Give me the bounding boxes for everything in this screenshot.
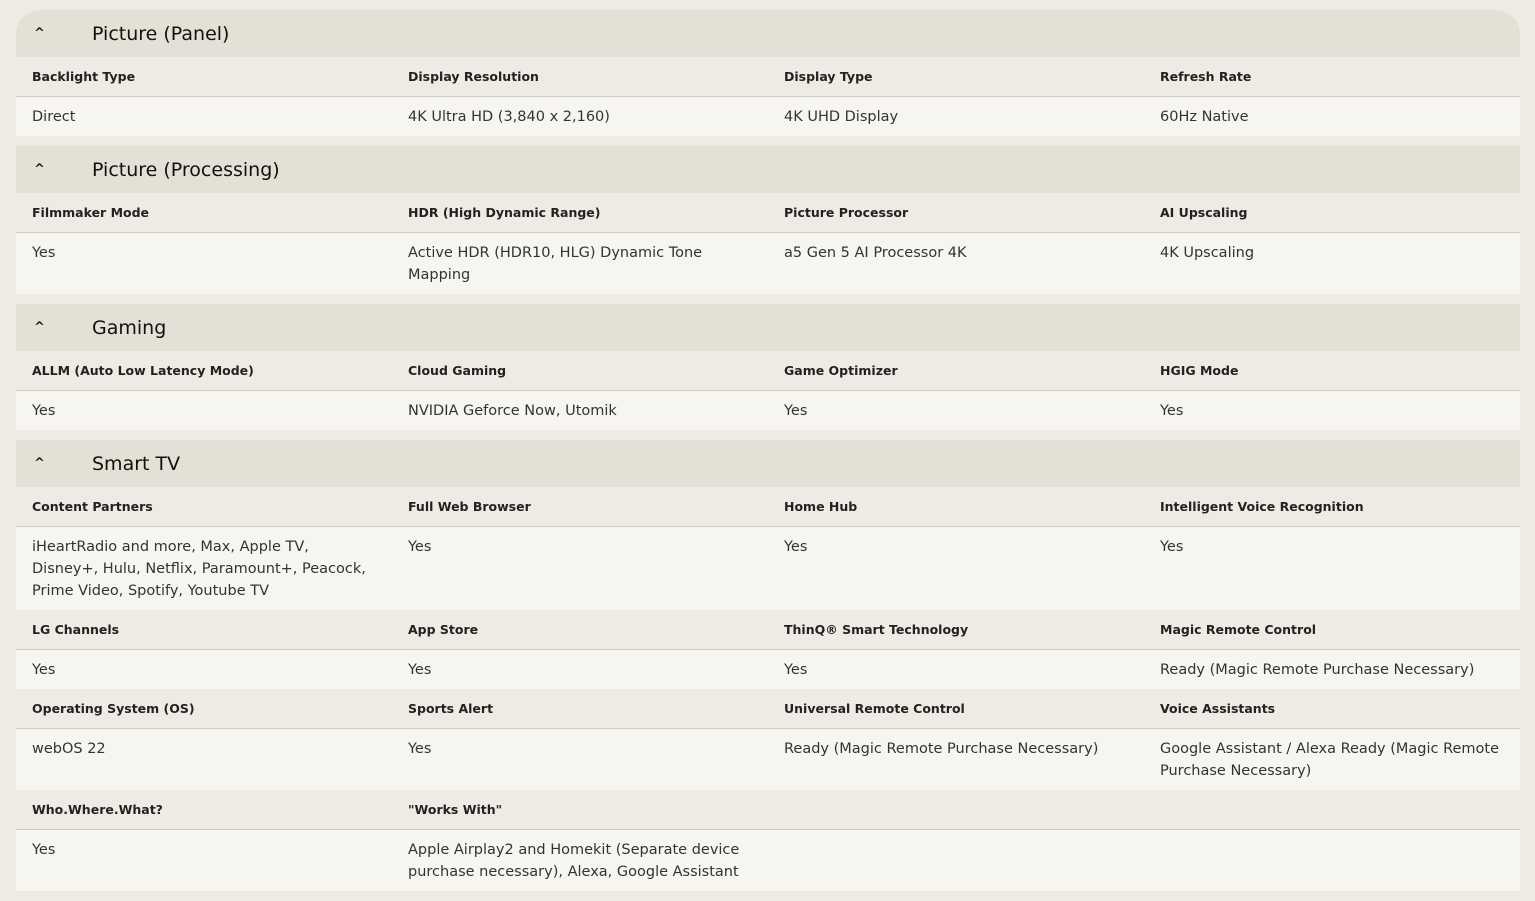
spec-value <box>768 839 1144 883</box>
spec-label-row: LG Channels App Store ThinQ® Smart Technol… <box>16 610 1520 650</box>
spec-value <box>1144 839 1520 883</box>
spec-label-row: Content Partners Full Web Browser Home Hub… <box>16 487 1520 527</box>
spec-value: Yes <box>408 662 432 678</box>
spec-value: Google Assistant / Alexa Ready (Magic Re… <box>1160 741 1500 779</box>
spec-value-row: Yes NVIDIA Geforce Now, Utomik Yes Yes <box>16 391 1520 430</box>
spec-label: Refresh Rate <box>1160 69 1252 84</box>
spec-value: 4K Ultra HD (3,840 x 2,160) <box>408 109 610 125</box>
spec-label: ThinQ® Smart Technology <box>784 622 969 637</box>
spec-value-row: Direct 4K Ultra HD (3,840 x 2,160) 4K UHD … <box>16 97 1520 136</box>
spec-value: Yes <box>32 662 56 678</box>
spec-label: Backlight Type <box>32 69 136 84</box>
spec-label: Content Partners <box>32 499 153 514</box>
spec-value-row: Yes Apple Airplay2 and Homekit (Separate … <box>16 830 1520 891</box>
chevron-up-icon: ^ <box>34 320 45 335</box>
spec-section: ^ Picture (Processing) Filmmaker Mode HDR … <box>16 146 1520 294</box>
spec-value: iHeartRadio and more, Max, Apple TV, Dis… <box>32 539 366 599</box>
section-header-toggle[interactable]: ^ Picture (Panel) <box>16 10 1520 57</box>
section-header-toggle[interactable]: ^ Gaming <box>16 304 1520 351</box>
section-header-toggle[interactable]: ^ Picture (Processing) <box>16 146 1520 193</box>
spec-value: Yes <box>784 662 808 678</box>
section-header-toggle[interactable]: ^ Smart TV <box>16 440 1520 487</box>
spec-value: Yes <box>784 539 808 555</box>
spec-value: Yes <box>32 403 56 419</box>
chevron-up-icon: ^ <box>34 162 45 177</box>
spec-label: HGIG Mode <box>1160 363 1239 378</box>
spec-label: ALLM (Auto Low Latency Mode) <box>32 363 254 378</box>
section-title: Picture (Processing) <box>92 158 280 181</box>
spec-section: ^ Smart TV Content Partners Full Web Brows… <box>16 440 1520 891</box>
spec-label-row: Filmmaker Mode HDR (High Dynamic Range) Pi… <box>16 193 1520 233</box>
spec-value: Apple Airplay2 and Homekit (Separate dev… <box>408 842 740 880</box>
spec-value: 60Hz Native <box>1160 109 1249 125</box>
spec-label: App Store <box>408 622 479 637</box>
spec-value-row: webOS 22 Yes Ready (Magic Remote Purchase … <box>16 729 1520 790</box>
spec-label: Home Hub <box>784 499 858 514</box>
spec-value: Yes <box>32 842 56 858</box>
spec-value: Yes <box>784 403 808 419</box>
spec-label: LG Channels <box>32 622 120 637</box>
spec-label: Universal Remote Control <box>784 701 965 716</box>
spec-label: HDR (High Dynamic Range) <box>408 205 601 220</box>
spec-label: Filmmaker Mode <box>32 205 150 220</box>
spec-value: Yes <box>408 741 432 757</box>
spec-label: Display Resolution <box>408 69 539 84</box>
section-title: Gaming <box>92 316 167 339</box>
spec-value: Yes <box>1160 539 1184 555</box>
spec-section: ^ Gaming ALLM (Auto Low Latency Mode) Clou… <box>16 304 1520 430</box>
spec-list: ^ Picture (Panel) Backlight Type Display R… <box>16 10 1520 901</box>
spec-label-row: Operating System (OS) Sports Alert Univers… <box>16 689 1520 729</box>
spec-value: Ready (Magic Remote Purchase Necessary) <box>784 741 1099 757</box>
spec-label-row: ALLM (Auto Low Latency Mode) Cloud Gaming… <box>16 351 1520 391</box>
chevron-up-icon: ^ <box>34 456 45 471</box>
spec-label-row: Backlight Type Display Resolution Display … <box>16 57 1520 97</box>
spec-label: Intelligent Voice Recognition <box>1160 499 1364 514</box>
spec-label-row: Who.Where.What? "Works With" <box>16 790 1520 830</box>
spec-label: Display Type <box>784 69 873 84</box>
spec-value: 4K Upscaling <box>1160 245 1255 261</box>
spec-section: ^ Picture (Panel) Backlight Type Display R… <box>16 10 1520 136</box>
spec-value: Yes <box>408 539 432 555</box>
spec-value-row: Yes Active HDR (HDR10, HLG) Dynamic Tone … <box>16 233 1520 294</box>
spec-value: Yes <box>1160 403 1184 419</box>
spec-value: NVIDIA Geforce Now, Utomik <box>408 403 617 419</box>
spec-value: 4K UHD Display <box>784 109 899 125</box>
spec-label: AI Upscaling <box>1160 205 1248 220</box>
spec-value-row: iHeartRadio and more, Max, Apple TV, Dis… <box>16 527 1520 610</box>
spec-value: Direct <box>32 109 76 125</box>
spec-label: Picture Processor <box>784 205 909 220</box>
spec-label: Cloud Gaming <box>408 363 507 378</box>
spec-value: Yes <box>32 245 56 261</box>
spec-label: Voice Assistants <box>1160 701 1276 716</box>
spec-value: a5 Gen 5 AI Processor 4K <box>784 245 967 261</box>
spec-value-row: Yes Yes Yes Ready (Magic Remote Purchase Ne… <box>16 650 1520 689</box>
spec-label: Operating System (OS) <box>32 701 195 716</box>
section-title: Smart TV <box>92 452 181 475</box>
spec-label: Who.Where.What? <box>32 802 163 817</box>
section-title: Picture (Panel) <box>92 22 230 45</box>
spec-label: Sports Alert <box>408 701 494 716</box>
spec-label: Game Optimizer <box>784 363 898 378</box>
spec-value: webOS 22 <box>32 741 106 757</box>
spec-label: Full Web Browser <box>408 499 531 514</box>
spec-value: Ready (Magic Remote Purchase Necessary) <box>1160 662 1475 678</box>
chevron-up-icon: ^ <box>34 26 45 41</box>
spec-label: "Works With" <box>408 802 503 817</box>
spec-value: Active HDR (HDR10, HLG) Dynamic Tone Map… <box>408 245 703 283</box>
spec-label: Magic Remote Control <box>1160 622 1317 637</box>
